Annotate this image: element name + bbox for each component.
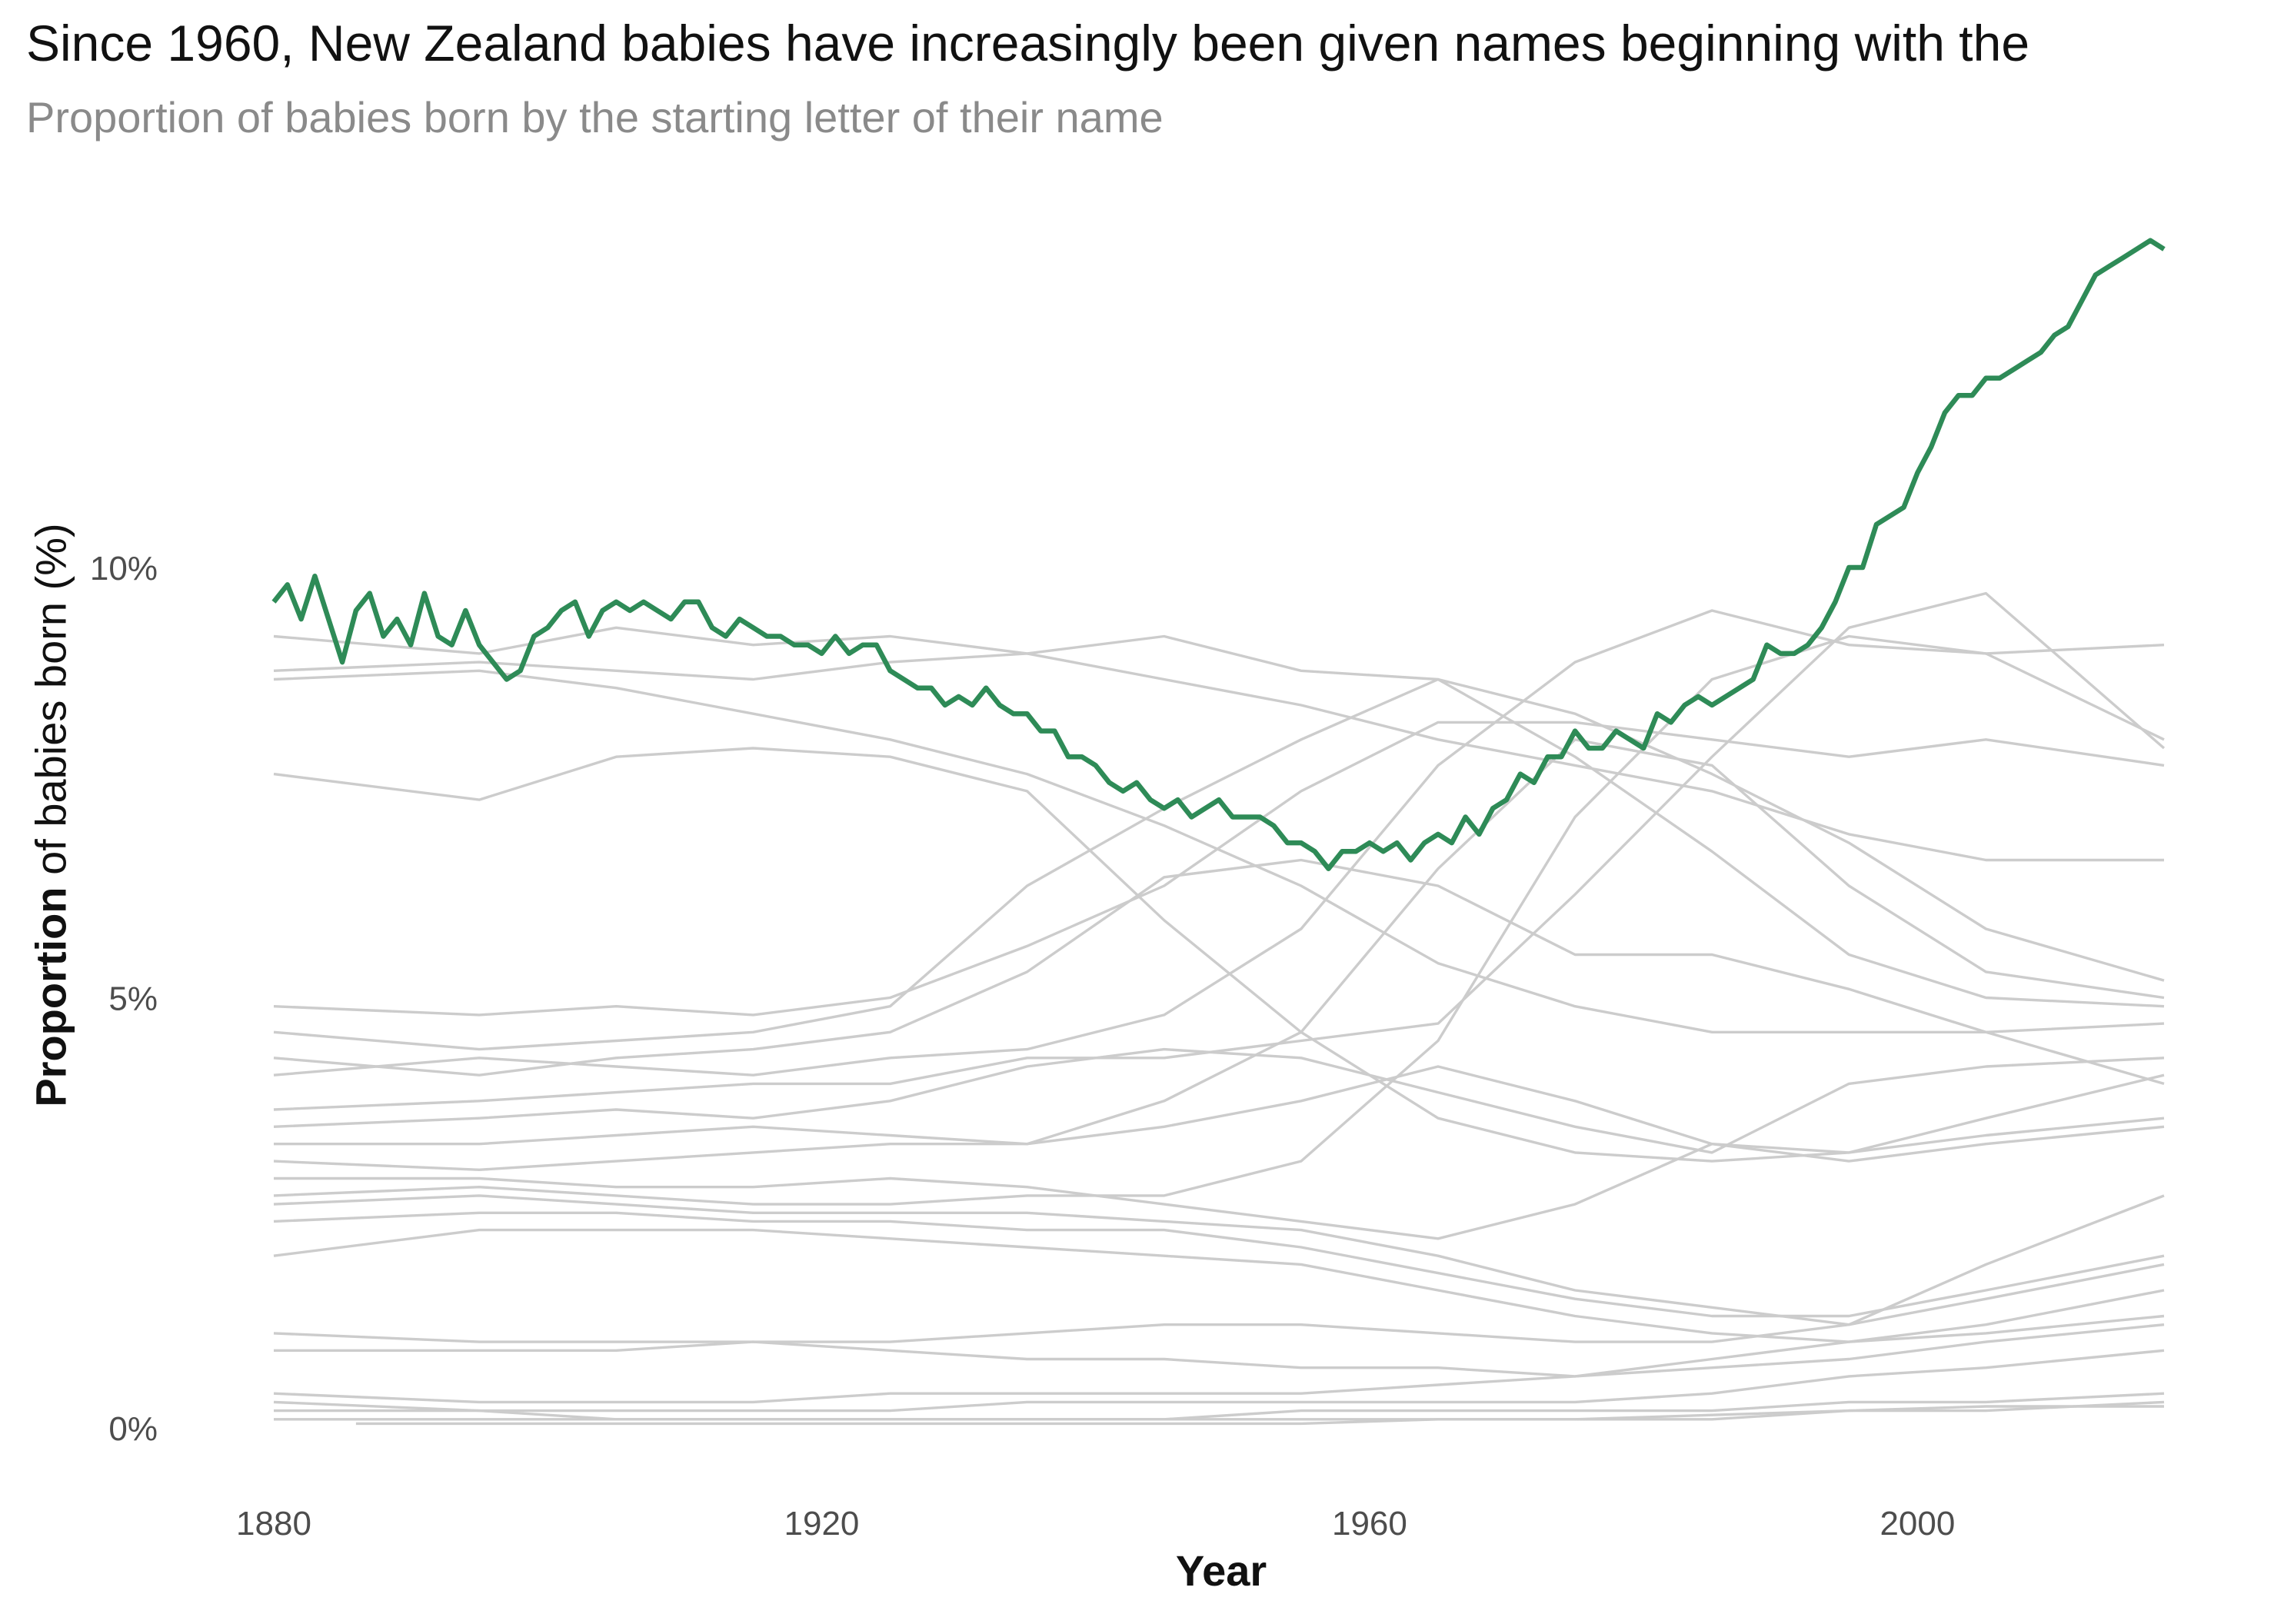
x-tick-label: 2000 — [1879, 1505, 1955, 1542]
background-series-line-9 — [273, 591, 2166, 1111]
background-series-line-17 — [273, 1228, 2165, 1343]
highlight-series-group — [271, 238, 2166, 871]
y-axis-label-bold: Proportion — [26, 887, 75, 1107]
y-axis-label-rest: of babies born (%) — [26, 523, 75, 887]
background-series-line-3 — [273, 669, 2165, 1033]
background-series-line-24 — [355, 1405, 2164, 1426]
background-series-line-10 — [273, 1047, 2165, 1154]
y-axis-label: Proportion of babies born (%) — [26, 523, 76, 1107]
background-series-line-15 — [273, 1194, 2165, 1326]
background-series-line-13 — [274, 1125, 2165, 1240]
background-series-line-1 — [273, 626, 2164, 862]
background-series-line-22 — [274, 1392, 2165, 1421]
y-tick-label: 10% — [90, 550, 158, 587]
background-series-line-6 — [273, 677, 2165, 1051]
background-series-group — [273, 591, 2166, 1426]
background-series-line-12 — [273, 1065, 2165, 1171]
background-series-line-2 — [273, 634, 2165, 1008]
x-axis-label: Year — [1175, 1546, 1267, 1595]
x-tick-label: 1920 — [784, 1505, 860, 1542]
background-series-line-5 — [273, 720, 2165, 1017]
background-series-line-16 — [273, 1211, 2165, 1318]
background-series-line-7 — [273, 858, 2165, 1086]
x-axis-ticks: 1880 1920 1960 2000 — [236, 1505, 1955, 1542]
highlight-series-line — [271, 238, 2166, 871]
y-tick-label: 0% — [108, 1410, 158, 1448]
y-tick-label: 5% — [108, 980, 158, 1018]
background-series-line-11 — [274, 738, 2165, 1146]
background-series-line-4 — [273, 747, 2165, 1163]
chart-subtitle: Proportion of babies born by the startin… — [26, 93, 1164, 141]
background-series-line-18 — [273, 1194, 2165, 1343]
background-series-line-20 — [273, 1289, 2165, 1404]
background-series-line-8 — [273, 609, 2165, 1077]
background-series-line-14 — [273, 634, 2165, 1206]
x-tick-label: 1880 — [236, 1505, 311, 1542]
chart-title: Since 1960, New Zealand babies have incr… — [26, 15, 2030, 72]
y-axis-ticks: 0% 5% 10% — [90, 550, 158, 1448]
background-series-line-21 — [273, 1349, 2165, 1413]
background-series-line-19 — [274, 1323, 2165, 1378]
x-tick-label: 1960 — [1332, 1505, 1407, 1542]
